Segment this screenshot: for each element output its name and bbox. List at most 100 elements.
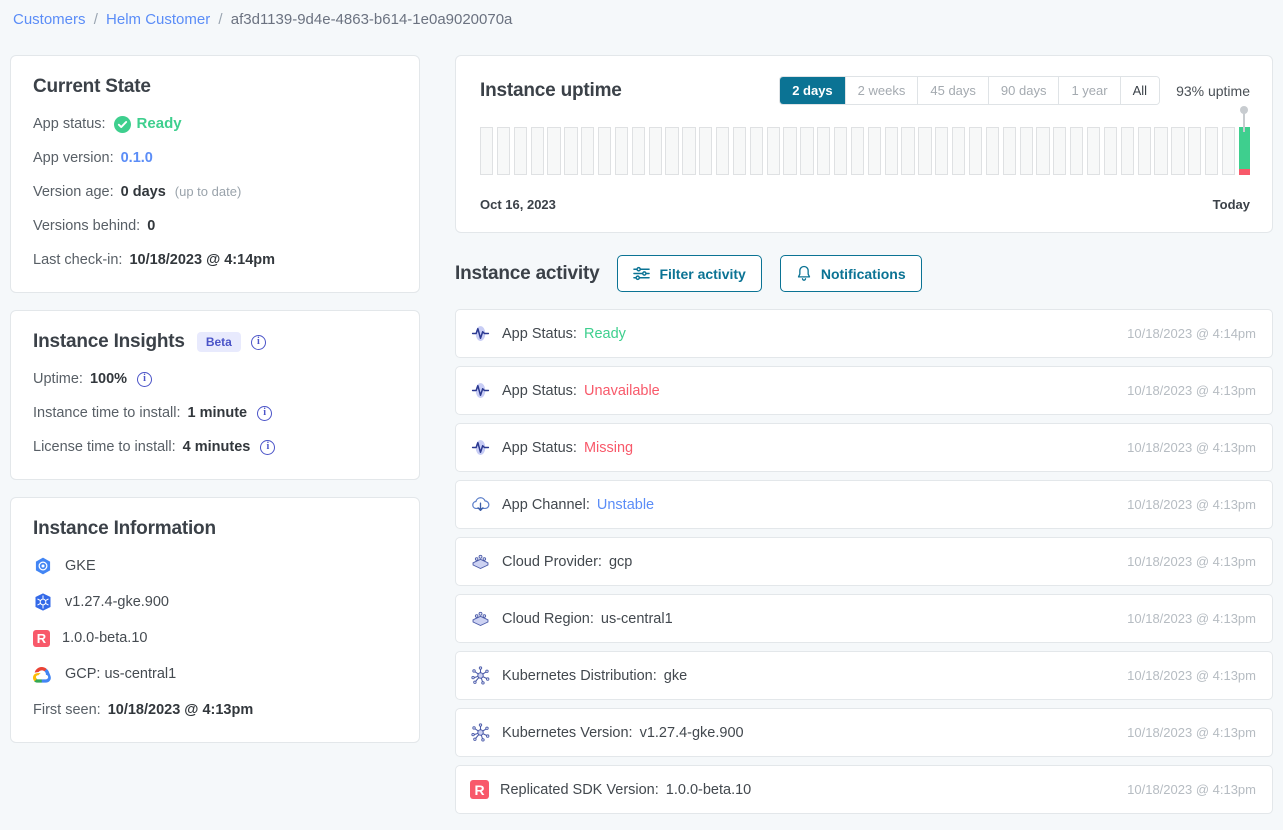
range-button-90-days[interactable]: 90 days	[988, 77, 1060, 104]
activity-row-timestamp: 10/18/2023 @ 4:13pm	[1127, 725, 1256, 740]
uptime-bar[interactable]	[1036, 127, 1050, 175]
today-marker-icon	[1240, 106, 1248, 132]
activity-row[interactable]: Cloud Provider: gcp 10/18/2023 @ 4:13pm	[455, 537, 1273, 586]
uptime-bar[interactable]	[1171, 127, 1185, 175]
uptime-bar[interactable]	[1019, 127, 1033, 175]
activity-row[interactable]: Kubernetes Version: v1.27.4-gke.900 10/18/…	[455, 708, 1273, 757]
uptime-bar[interactable]	[817, 127, 831, 175]
uptime-value: 100%	[89, 371, 128, 387]
activity-row[interactable]: App Channel: Unstable 10/18/2023 @ 4:13pm	[455, 480, 1273, 529]
uptime-bar[interactable]	[530, 127, 544, 175]
activity-row-value: Unavailable	[583, 382, 660, 399]
uptime-bar[interactable]	[1103, 127, 1118, 175]
instance-info-row-kubernetes: v1.27.4-gke.900	[33, 592, 397, 612]
uptime-bar[interactable]	[480, 127, 494, 175]
app-version-value[interactable]: 0.1.0	[120, 150, 153, 166]
uptime-bar[interactable]	[1238, 127, 1250, 175]
uptime-bar[interactable]	[648, 127, 662, 175]
instance-info-text: v1.27.4-gke.900	[65, 594, 169, 610]
uptime-bar[interactable]	[581, 127, 595, 175]
uptime-bar[interactable]	[1204, 127, 1219, 175]
versions-behind-row: Versions behind: 0	[33, 216, 397, 236]
uptime-bar[interactable]	[1070, 127, 1084, 175]
range-button-2-days[interactable]: 2 days	[780, 77, 846, 104]
activity-row[interactable]: Kubernetes Distribution: gke 10/18/2023 @ …	[455, 651, 1273, 700]
uptime-bar[interactable]	[614, 127, 629, 175]
range-button-all[interactable]: All	[1120, 77, 1160, 104]
activity-row[interactable]: App Status: Ready 10/18/2023 @ 4:14pm	[455, 309, 1273, 358]
uptime-bar[interactable]	[1120, 127, 1134, 175]
instance-insights-title: Instance Insights	[33, 331, 185, 352]
uptime-bar[interactable]	[631, 127, 645, 175]
uptime-bar[interactable]	[1053, 127, 1067, 175]
info-icon[interactable]: i	[260, 439, 276, 455]
uptime-bar[interactable]	[513, 127, 527, 175]
first-seen-label: First seen:	[33, 702, 101, 718]
range-button-2-weeks[interactable]: 2 weeks	[845, 77, 919, 104]
activity-row[interactable]: App Status: Unavailable 10/18/2023 @ 4:13p…	[455, 366, 1273, 415]
uptime-bar[interactable]	[1154, 127, 1168, 175]
instance-uptime-header: Instance uptime 2 days 2 weeks 45 days 9…	[480, 76, 1250, 105]
uptime-bar[interactable]	[564, 127, 578, 175]
activity-row[interactable]: Cloud Region: us-central1 10/18/2023 @ 4:1…	[455, 594, 1273, 643]
range-button-45-days[interactable]: 45 days	[918, 77, 989, 104]
uptime-bar[interactable]	[598, 127, 612, 175]
info-icon[interactable]: i	[137, 371, 153, 387]
breadcrumb-item-helm-customer[interactable]: Helm Customer	[106, 11, 211, 28]
uptime-bar[interactable]	[935, 127, 949, 175]
version-age-label: Version age:	[33, 184, 114, 200]
uptime-row: Uptime: 100% i	[33, 369, 397, 389]
uptime-bar[interactable]	[699, 127, 713, 175]
uptime-bar[interactable]	[867, 127, 882, 175]
uptime-bar[interactable]	[968, 127, 983, 175]
uptime-label: Uptime:	[33, 371, 83, 387]
activity-row-label: Cloud Region:	[502, 610, 594, 627]
range-button-1-year[interactable]: 1 year	[1059, 77, 1121, 104]
uptime-bar[interactable]	[665, 127, 679, 175]
uptime-axis-labels: Oct 16, 2023 Today	[480, 197, 1250, 212]
activity-row-value: us-central1	[600, 610, 673, 627]
uptime-bar[interactable]	[749, 127, 764, 175]
license-time-to-install-value: 4 minutes	[182, 439, 251, 455]
uptime-bar[interactable]	[716, 127, 730, 175]
current-state-title: Current State	[33, 76, 151, 97]
versions-behind-label: Versions behind:	[33, 218, 141, 234]
breadcrumb-separator: /	[93, 11, 98, 28]
uptime-bar[interactable]	[850, 127, 865, 175]
uptime-bar[interactable]	[985, 127, 1000, 175]
uptime-bar[interactable]	[884, 127, 898, 175]
instance-activity-header: Instance activity Filter activity Notifi…	[455, 255, 1273, 292]
uptime-bar[interactable]	[547, 127, 561, 175]
uptime-bar[interactable]	[1086, 127, 1101, 175]
filter-activity-button[interactable]: Filter activity	[617, 255, 762, 292]
notifications-button[interactable]: Notifications	[779, 255, 922, 292]
info-icon[interactable]: i	[257, 405, 273, 421]
uptime-bar[interactable]	[1002, 127, 1016, 175]
activity-row[interactable]: App Status: Missing 10/18/2023 @ 4:13pm	[455, 423, 1273, 472]
filter-activity-label: Filter activity	[659, 265, 746, 282]
uptime-bar[interactable]	[952, 127, 966, 175]
uptime-bar[interactable]	[1221, 127, 1236, 175]
uptime-bar[interactable]	[783, 127, 797, 175]
left-column: Current State App status: Ready App vers…	[10, 55, 420, 743]
uptime-bar[interactable]	[766, 127, 780, 175]
breadcrumb-item-customers[interactable]: Customers	[13, 11, 86, 28]
uptime-bar[interactable]	[901, 127, 915, 175]
activity-row-timestamp: 10/18/2023 @ 4:13pm	[1127, 611, 1256, 626]
uptime-bar[interactable]	[1188, 127, 1202, 175]
instance-info-row-gcp: GCP: us-central1	[33, 664, 397, 684]
uptime-bar[interactable]	[800, 127, 814, 175]
app-status-icon	[471, 326, 490, 341]
uptime-bar[interactable]	[732, 127, 747, 175]
activity-row[interactable]: R Replicated SDK Version: 1.0.0-beta.10 10/…	[455, 765, 1273, 814]
first-seen-row: First seen: 10/18/2023 @ 4:13pm	[33, 700, 397, 720]
uptime-bar[interactable]	[496, 127, 511, 175]
info-icon[interactable]: i	[250, 334, 266, 350]
breadcrumb-separator: /	[218, 11, 223, 28]
uptime-bar[interactable]	[918, 127, 932, 175]
uptime-bar[interactable]	[834, 127, 848, 175]
uptime-bar[interactable]	[682, 127, 696, 175]
uptime-bar-downtime-segment	[1238, 169, 1250, 175]
uptime-bar[interactable]	[1137, 127, 1151, 175]
bell-icon	[797, 265, 810, 281]
